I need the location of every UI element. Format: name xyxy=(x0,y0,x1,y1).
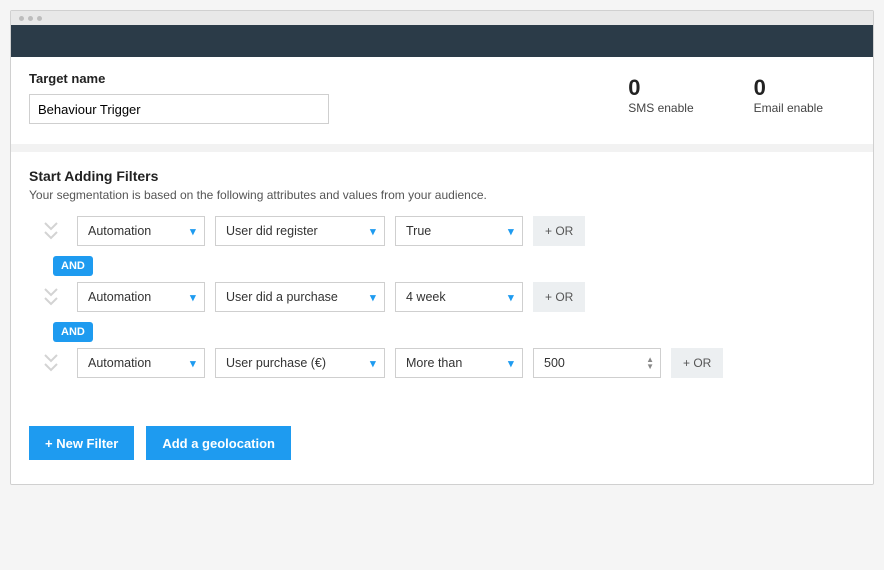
select-value: Automation xyxy=(88,224,151,238)
add-or-button[interactable]: + OR xyxy=(533,216,585,246)
filter-value-select[interactable]: 4 week ▾ xyxy=(395,282,523,312)
filter-attribute-select[interactable]: User did register ▾ xyxy=(215,216,385,246)
filters-title: Start Adding Filters xyxy=(29,168,855,184)
stats-block: 0 SMS enable 0 Email enable xyxy=(598,57,873,144)
traffic-light-dot xyxy=(19,16,24,21)
window-titlebar xyxy=(11,11,873,25)
header-section: Target name 0 SMS enable 0 Email enable xyxy=(11,57,873,144)
select-value: 4 week xyxy=(406,290,446,304)
filter-value-select[interactable]: True ▾ xyxy=(395,216,523,246)
chevron-down-icon: ▾ xyxy=(370,224,376,239)
bottom-actions: + New Filter Add a geolocation xyxy=(29,426,855,460)
target-name-block: Target name xyxy=(11,57,598,144)
add-geolocation-button[interactable]: Add a geolocation xyxy=(146,426,291,460)
chevron-down-icon: ▾ xyxy=(370,290,376,305)
stat-sms-value: 0 xyxy=(628,75,693,101)
chevron-down-icon: ▾ xyxy=(190,290,196,305)
top-navbar xyxy=(11,25,873,57)
filters-section: Start Adding Filters Your segmentation i… xyxy=(11,152,873,484)
chevron-down-icon: ▾ xyxy=(508,224,514,239)
traffic-light-dot xyxy=(37,16,42,21)
add-or-button[interactable]: + OR xyxy=(533,282,585,312)
select-value: Automation xyxy=(88,290,151,304)
add-or-button[interactable]: + OR xyxy=(671,348,723,378)
drag-handle-icon[interactable] xyxy=(43,354,59,372)
target-name-input[interactable] xyxy=(29,94,329,124)
filter-attribute-select[interactable]: User purchase (€) ▾ xyxy=(215,348,385,378)
app-window: Target name 0 SMS enable 0 Email enable … xyxy=(10,10,874,485)
new-filter-button[interactable]: + New Filter xyxy=(29,426,134,460)
traffic-light-dot xyxy=(28,16,33,21)
select-value: True xyxy=(406,224,431,238)
number-value: 500 xyxy=(544,356,565,370)
chevron-down-icon: ▾ xyxy=(190,356,196,371)
filter-category-select[interactable]: Automation ▾ xyxy=(77,216,205,246)
chevron-down-icon: ▾ xyxy=(508,356,514,371)
filter-category-select[interactable]: Automation ▾ xyxy=(77,348,205,378)
filter-row: Automation ▾ User did register ▾ True ▾ … xyxy=(29,216,855,246)
and-operator-chip: AND xyxy=(53,256,93,276)
filter-comparator-select[interactable]: More than ▾ xyxy=(395,348,523,378)
select-value: Automation xyxy=(88,356,151,370)
filter-category-select[interactable]: Automation ▾ xyxy=(77,282,205,312)
chevron-down-icon: ▾ xyxy=(190,224,196,239)
drag-handle-icon[interactable] xyxy=(43,222,59,240)
chevron-down-icon: ▾ xyxy=(370,356,376,371)
select-value: User did register xyxy=(226,224,318,238)
stat-email: 0 Email enable xyxy=(754,75,823,126)
select-value: User did a purchase xyxy=(226,290,338,304)
filters-description: Your segmentation is based on the follow… xyxy=(29,188,855,202)
filter-attribute-select[interactable]: User did a purchase ▾ xyxy=(215,282,385,312)
number-stepper-icon[interactable]: ▲▼ xyxy=(646,356,654,370)
stat-sms: 0 SMS enable xyxy=(628,75,693,126)
select-value: User purchase (€) xyxy=(226,356,326,370)
and-operator-chip: AND xyxy=(53,322,93,342)
stat-sms-label: SMS enable xyxy=(628,101,693,115)
filter-row: Automation ▾ User purchase (€) ▾ More th… xyxy=(29,348,855,378)
section-divider xyxy=(11,144,873,152)
stat-email-label: Email enable xyxy=(754,101,823,115)
filter-row: Automation ▾ User did a purchase ▾ 4 wee… xyxy=(29,282,855,312)
target-name-label: Target name xyxy=(29,71,580,86)
chevron-down-icon: ▾ xyxy=(508,290,514,305)
stat-email-value: 0 xyxy=(754,75,823,101)
drag-handle-icon[interactable] xyxy=(43,288,59,306)
filter-number-input[interactable]: 500 ▲▼ xyxy=(533,348,661,378)
select-value: More than xyxy=(406,356,462,370)
